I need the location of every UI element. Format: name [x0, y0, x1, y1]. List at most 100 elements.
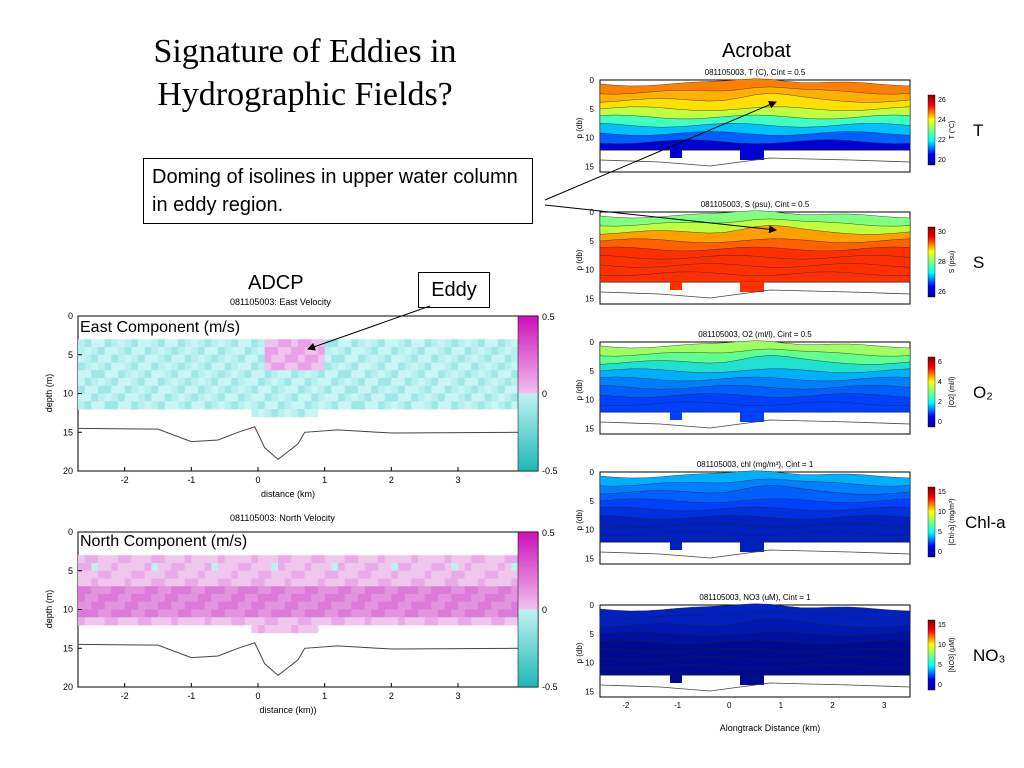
- velocity-cell: [144, 385, 152, 394]
- velocity-cell: [471, 570, 479, 579]
- cb-tick-label: 15: [938, 489, 946, 496]
- velocity-cell: [311, 586, 319, 595]
- velocity-cell: [371, 578, 379, 587]
- velocity-cell: [324, 401, 332, 410]
- velocity-cell: [251, 555, 259, 564]
- velocity-cell: [184, 578, 192, 587]
- cb-tick-label: 28: [938, 259, 946, 266]
- velocity-cell: [91, 578, 99, 587]
- velocity-cell: [398, 555, 406, 564]
- velocity-cell: [398, 594, 406, 603]
- velocity-cell: [124, 362, 132, 371]
- velocity-cell: [298, 339, 306, 348]
- velocity-cell: [324, 563, 332, 572]
- velocity-cell: [138, 617, 146, 626]
- panel-variable-label: O₂: [973, 383, 993, 402]
- velocity-cell: [391, 563, 399, 572]
- velocity-cell: [304, 555, 312, 564]
- velocity-cell: [478, 555, 486, 564]
- velocity-cell: [431, 347, 439, 356]
- velocity-cell: [191, 609, 199, 618]
- velocity-cell: [271, 578, 279, 587]
- velocity-cell: [511, 555, 519, 564]
- velocity-cell: [338, 601, 346, 610]
- velocity-cell: [424, 401, 432, 410]
- velocity-cell: [431, 609, 439, 618]
- velocity-cell: [391, 617, 399, 626]
- velocity-cell: [124, 354, 132, 363]
- velocity-cell: [111, 339, 119, 348]
- velocity-cell: [404, 393, 412, 402]
- velocity-cell: [291, 594, 299, 603]
- panel-subtitle: 081105003, NO3 (uM), Cint = 1: [699, 593, 811, 602]
- velocity-cell: [298, 354, 306, 363]
- velocity-cell: [304, 409, 312, 418]
- velocity-cell: [218, 370, 226, 379]
- velocity-cell: [484, 563, 492, 572]
- velocity-cell: [98, 617, 106, 626]
- velocity-cell: [478, 594, 486, 603]
- velocity-cell: [184, 586, 192, 595]
- velocity-cell: [224, 555, 232, 564]
- velocity-cell: [438, 385, 446, 394]
- velocity-cell: [171, 393, 179, 402]
- velocity-cell: [104, 370, 112, 379]
- velocity-cell: [511, 339, 519, 348]
- velocity-cell: [231, 586, 239, 595]
- cb-tick-label: 20: [938, 157, 946, 164]
- velocity-cell: [318, 555, 326, 564]
- velocity-cell: [84, 339, 92, 348]
- velocity-cell: [184, 378, 192, 387]
- velocity-cell: [284, 393, 292, 402]
- velocity-cell: [184, 563, 192, 572]
- velocity-cell: [258, 594, 266, 603]
- y-tick-label: 15: [63, 643, 73, 653]
- velocity-cell: [304, 354, 312, 363]
- velocity-cell: [498, 617, 506, 626]
- velocity-cell: [358, 393, 366, 402]
- bottom-line: [599, 289, 911, 299]
- velocity-cell: [264, 362, 272, 371]
- velocity-cell: [238, 617, 246, 626]
- x-tick-label: 2: [389, 691, 394, 701]
- velocity-cell: [371, 594, 379, 603]
- velocity-cell: [91, 339, 99, 348]
- velocity-cell: [318, 401, 326, 410]
- velocity-cell: [84, 617, 92, 626]
- velocity-cell: [218, 401, 226, 410]
- velocity-cell: [231, 563, 239, 572]
- velocity-cell: [291, 625, 299, 634]
- velocity-cell: [264, 354, 272, 363]
- velocity-cell: [224, 370, 232, 379]
- acrobat-panel-1: 081105003, S (psu), Cint = 0.5 0 5 10 15 p (d…: [575, 200, 984, 305]
- velocity-cell: [324, 339, 332, 348]
- velocity-cell: [244, 385, 252, 394]
- velocity-cell: [264, 347, 272, 356]
- velocity-cell: [171, 609, 179, 618]
- velocity-cell: [91, 570, 99, 579]
- velocity-cell: [318, 617, 326, 626]
- velocity-cell: [124, 385, 132, 394]
- velocity-cell: [158, 594, 166, 603]
- velocity-cell: [78, 401, 86, 410]
- velocity-cell: [298, 625, 306, 634]
- velocity-cell: [251, 339, 259, 348]
- velocity-cell: [158, 401, 166, 410]
- velocity-cell: [484, 354, 492, 363]
- velocity-cell: [291, 563, 299, 572]
- velocity-cell: [371, 563, 379, 572]
- velocity-cell: [471, 362, 479, 371]
- velocity-cell: [91, 586, 99, 595]
- velocity-cell: [224, 601, 232, 610]
- velocity-cell: [98, 362, 106, 371]
- velocity-cell: [271, 586, 279, 595]
- velocity-cell: [504, 347, 512, 356]
- velocity-cell: [304, 370, 312, 379]
- velocity-cell: [278, 385, 286, 394]
- velocity-cell: [198, 617, 206, 626]
- velocity-cell: [78, 378, 86, 387]
- velocity-cell: [178, 609, 186, 618]
- velocity-cell: [291, 393, 299, 402]
- velocity-cell: [444, 563, 452, 572]
- velocity-cell: [291, 409, 299, 418]
